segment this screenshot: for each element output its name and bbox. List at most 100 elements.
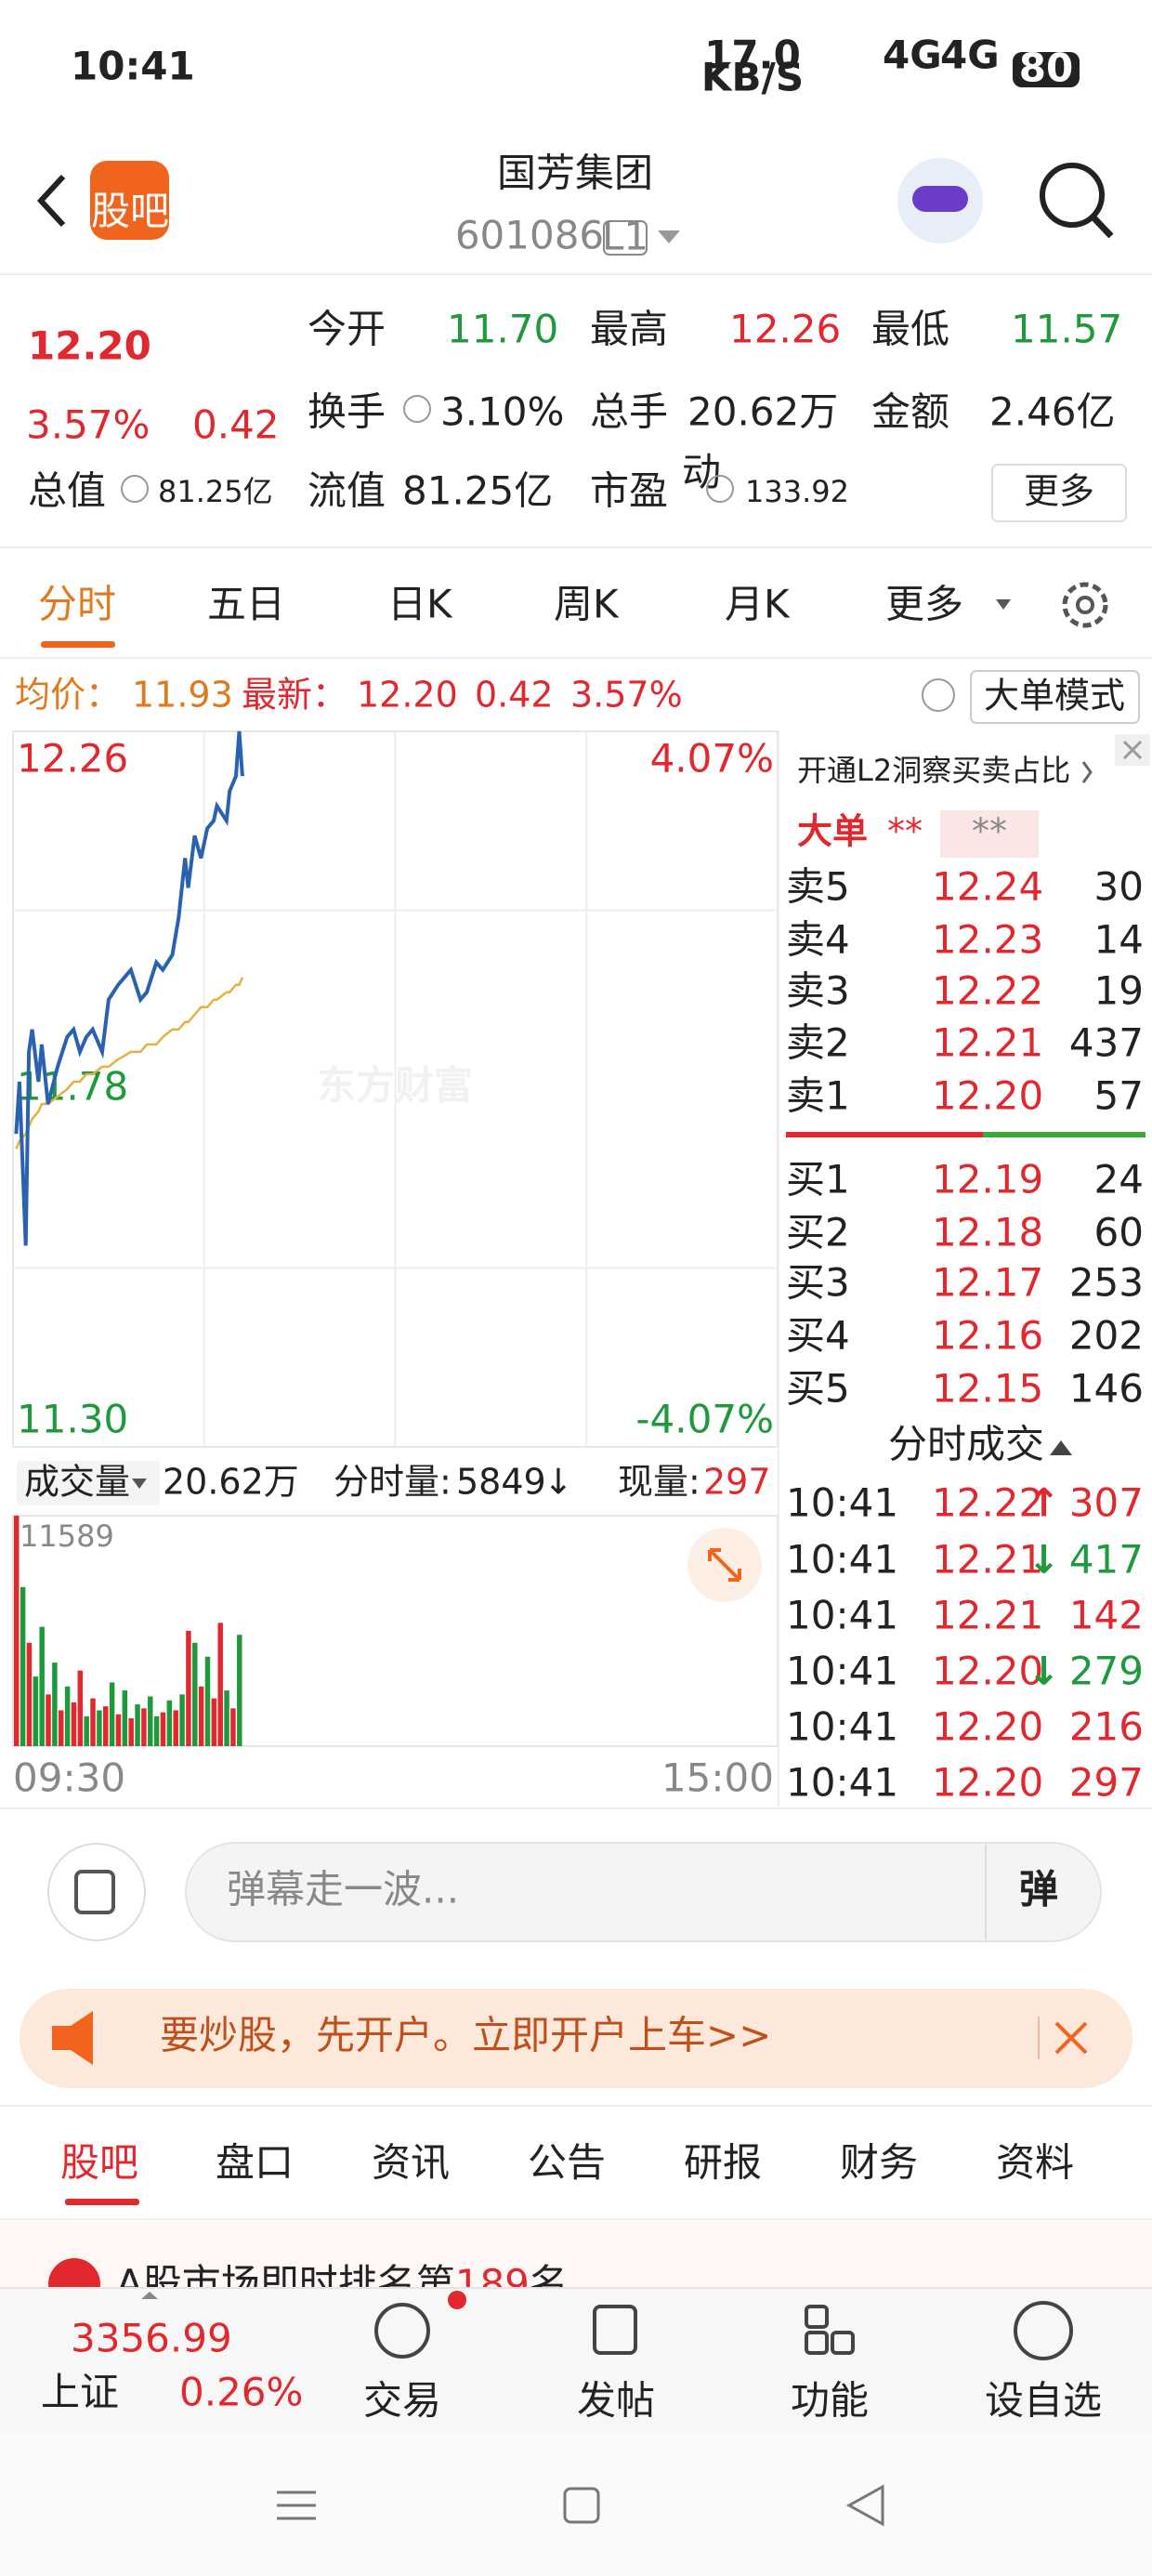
last-value: 12.20 [357,675,458,716]
stat-value: 12.26 [729,307,841,352]
volume-bar [204,1656,211,1746]
avg-value: 11.93 [132,675,233,716]
book-label: 卖3 [786,968,850,1014]
book-price: 12.24 [932,864,1043,910]
trade-volume: 307 [1069,1480,1144,1526]
index-value[interactable]: 3356.99 [71,2316,232,2361]
book-volume: 24 [1094,1157,1144,1203]
bottom-nav [0,2288,1152,2433]
stat-label: 金额 [871,389,949,435]
comment-settings[interactable] [47,1843,146,1941]
volume-menu[interactable] [17,1461,160,1505]
big-order-box [940,810,1039,858]
banner-close[interactable] [1054,2021,1088,2055]
book-volume: 437 [1069,1020,1144,1066]
volume-bar [20,1586,26,1746]
volume-bar [77,1670,84,1746]
book-price: 12.19 [932,1157,1043,1203]
minute-label: 分时量: [334,1462,452,1503]
feed-tab: 资讯 [372,2140,450,2186]
l2-promo[interactable]: 开通L2洞察买卖占比 [797,753,1070,788]
book-label: 买3 [786,1260,850,1306]
volume-bar [39,1626,45,1746]
book-price: 12.15 [932,1366,1043,1412]
nav-items: 交易 发帖 功能 设自选 [363,2378,1102,2424]
info-icon[interactable] [706,475,734,503]
volume-bar [211,1698,217,1746]
volume-bar [46,1694,51,1746]
stat-label: 总值 [28,468,106,514]
x-tick-label: 15:00 [661,1755,774,1801]
volume-bar [173,1710,178,1746]
nav-label: 设自选 [985,2378,1102,2424]
minute-volume: 5849 [456,1462,546,1503]
stat-value: 20.62万 [687,389,838,435]
stat-value: 81.25亿 [158,474,273,509]
news-row[interactable] [0,2221,1152,2288]
chevron [1081,761,1093,783]
book-label: 卖5 [786,864,850,910]
info-icon[interactable] [121,475,149,503]
volume-bar [59,1710,64,1746]
avg-label: 均价： [15,675,121,716]
danmaku-button[interactable]: 弹 [1019,1867,1058,1912]
last-label: 最新： [242,675,347,716]
account-banner[interactable] [20,1989,1132,2088]
trade-volume: 297 [1069,1760,1144,1806]
back-nav-button[interactable] [845,2484,884,2527]
back-button[interactable] [36,174,66,228]
more-button[interactable] [991,464,1127,522]
volume-bar [166,1700,173,1746]
volume-bar [90,1698,96,1746]
x-tick-label: 09:30 [13,1755,125,1801]
book-price: 12.17 [932,1260,1043,1306]
trade-volume: 216 [1069,1704,1144,1750]
period-tab: 五日 [207,582,285,627]
feed-tab: 盘口 [216,2140,294,2186]
search-handle [1091,215,1114,239]
volume-bar [84,1715,89,1746]
book-volume: 60 [1094,1210,1144,1255]
book-volume: 57 [1094,1073,1144,1119]
net-type: 4G [883,33,942,78]
menu-button[interactable] [277,2491,316,2520]
settings-button[interactable] [1062,582,1108,628]
mode-button[interactable] [970,670,1140,724]
search-button[interactable] [1040,163,1105,228]
home-button[interactable] [563,2487,600,2524]
book-label: 买1 [786,1157,850,1203]
trade-direction: ↑ [1028,1480,1060,1526]
y-tick-label: 11589 [20,1518,114,1554]
help-icon[interactable] [922,678,955,712]
volume-bar [217,1623,223,1746]
logo[interactable] [90,161,169,240]
expand-icon [708,1548,741,1582]
feed-tabs: 股吧 盘口 资讯 公告 研报 财务 资料 [60,2140,1074,2186]
nav-label: 发帖 [577,2378,655,2424]
y2-tick-label: -4.07% [635,1397,774,1442]
feed-tab: 资料 [996,2140,1074,2186]
battery-icon [1013,52,1080,87]
tab-indicator [41,641,115,648]
watch-icon [1014,2301,1073,2360]
order-book: 卖5 12.24 30 卖4 12.23 14 卖3 12.22 19 卖2 12.21 437 卖1 1… [786,864,1144,1806]
volume-bar [186,1630,191,1746]
stock-name: 国芳集团 [497,151,653,196]
last-change-pct: 3.57% [570,675,683,716]
clock: 10:41 [71,44,195,89]
trade-icon [374,2303,430,2359]
badge [448,2291,466,2309]
avatar-visor [912,186,968,212]
stat-label: 市盈 [590,468,668,514]
level-badge[interactable] [603,220,648,256]
volume-bar [135,1704,140,1746]
comment-input[interactable] [185,1842,1102,1942]
trade-time: 10:41 [786,1480,898,1526]
settings-hub [1076,596,1094,614]
book-label: 卖2 [786,1020,850,1066]
info-icon[interactable] [403,395,431,423]
period-tab: 分时 [38,582,116,627]
period-tabs: 分时 五日 日K 周K 月K 更多 [38,582,963,627]
feed-tab: 财务 [840,2140,918,2186]
sort-icon [1050,1440,1072,1455]
